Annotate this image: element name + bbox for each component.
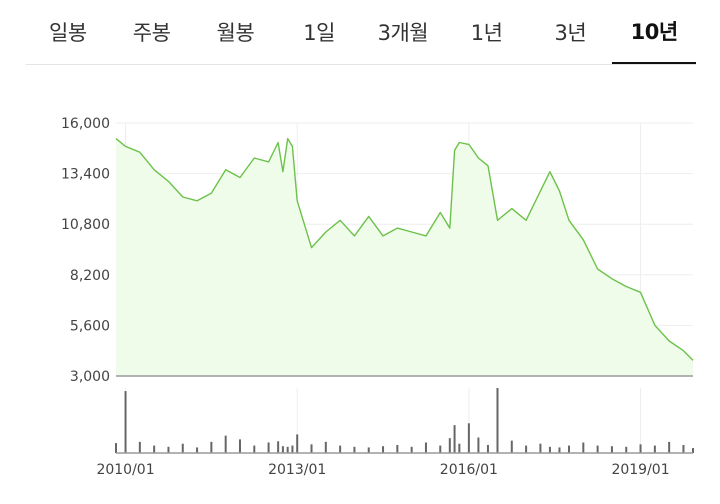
volume-bar [124, 391, 127, 453]
y-tick-label: 10,800 [61, 217, 110, 233]
volume-bar [210, 441, 213, 453]
volume-bar [467, 423, 470, 453]
volume-bar [410, 446, 413, 453]
y-tick-label: 13,400 [61, 167, 110, 183]
volume-bar [267, 442, 270, 453]
volume-bar [153, 445, 156, 453]
volume-bar [253, 445, 256, 453]
tab-1-day[interactable]: 1일 [303, 21, 335, 45]
volume-bar [692, 448, 694, 453]
x-tick-label: 2019/01 [611, 462, 669, 478]
volume-bar [639, 444, 642, 453]
volume-bar [625, 446, 628, 453]
volume-bar [281, 446, 284, 453]
x-tick-label: 2013/01 [268, 462, 326, 478]
volume-bar [277, 441, 280, 453]
volume-bar [558, 447, 561, 453]
volume-bar [548, 446, 551, 453]
tab-weekly[interactable]: 주봉 [132, 21, 171, 45]
price-area [116, 138, 693, 376]
volume-bar [181, 443, 184, 453]
volume-bar [324, 441, 327, 453]
volume-bar [167, 446, 170, 453]
volume-bar [525, 445, 528, 453]
volume-bar [138, 441, 141, 453]
volume-bar [310, 444, 313, 453]
tab-monthly[interactable]: 월봉 [216, 21, 255, 45]
y-tick-label: 5,600 [70, 318, 110, 334]
price-line [115, 137, 694, 361]
tab-10-years[interactable]: 10년 [612, 0, 696, 64]
volume-bar [610, 446, 613, 453]
volume-bar [115, 443, 117, 453]
y-tick-label: 8,200 [70, 268, 110, 284]
tab-3-years[interactable]: 3년 [554, 21, 587, 45]
y-tick-label: 16,000 [61, 116, 110, 132]
volume-bar [582, 442, 585, 453]
volume-bar [339, 445, 342, 453]
volume-bar [353, 446, 356, 453]
tab-3-months[interactable]: 3개월 [377, 21, 429, 45]
volume-bar [568, 445, 571, 453]
volume-bar [682, 444, 685, 453]
volume-bar [424, 442, 427, 453]
volume-bar [382, 446, 385, 453]
volume-bar [439, 445, 442, 453]
tab-daily[interactable]: 일봉 [49, 21, 87, 45]
volume-bar [596, 445, 599, 453]
volume-bar [238, 439, 241, 453]
volume-bar [291, 445, 294, 453]
volume-bar [653, 445, 656, 453]
volume-bar [448, 438, 451, 453]
volume-bar [477, 437, 480, 453]
volume-bar [453, 425, 456, 453]
volume-bar [458, 443, 461, 453]
y-tick-label: 3,000 [70, 369, 110, 385]
volume-bar [296, 434, 299, 453]
volume-bar [496, 388, 499, 453]
volume-bar [539, 443, 542, 453]
volume-bar [510, 440, 513, 453]
volume-bar [286, 446, 289, 453]
x-tick-label: 2010/01 [96, 462, 154, 478]
volume-bar [396, 444, 399, 453]
tab-1-year[interactable]: 1년 [470, 21, 503, 45]
period-tabs: 일봉 주봉 월봉 1일 3개월 1년 3년 10년 [26, 0, 696, 65]
volume-bar [224, 435, 227, 453]
x-axis-labels: 2010/01 2013/01 2016/01 2019/01 [96, 462, 669, 478]
volume-bar [367, 447, 370, 453]
y-axis-labels: 16,000 13,400 10,800 8,200 5,600 3,000 [61, 116, 110, 385]
volume-bar [196, 447, 199, 453]
volume-bar [668, 441, 671, 453]
x-tick-label: 2016/01 [440, 462, 498, 478]
volume-bars [115, 388, 694, 453]
volume-bar [486, 444, 489, 453]
